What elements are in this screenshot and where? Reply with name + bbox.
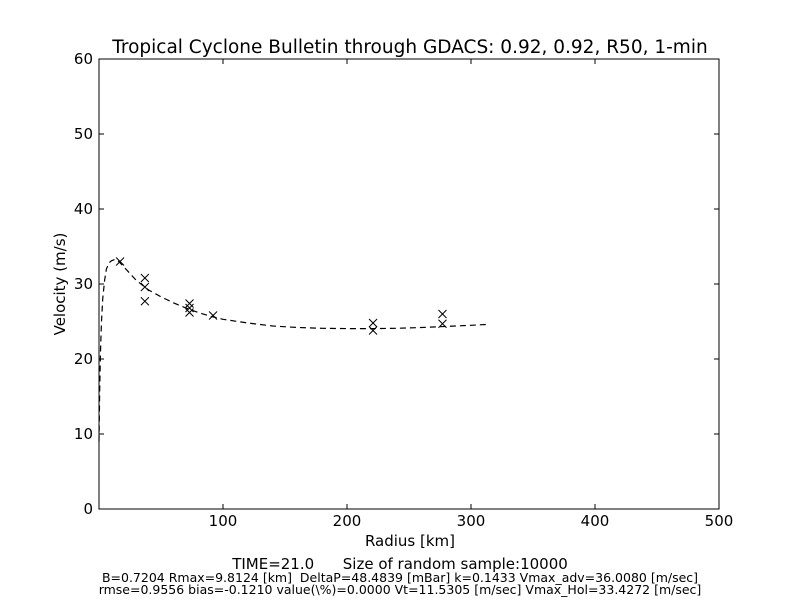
fit-curve	[98, 258, 486, 442]
y-tick-label: 50	[74, 125, 93, 143]
data-point	[368, 326, 378, 335]
y-tick-label: 10	[74, 425, 93, 443]
data-point	[185, 303, 194, 313]
x-tick-label: 200	[333, 512, 362, 530]
x-tick-label: 400	[581, 512, 610, 530]
data-point	[368, 318, 378, 328]
y-axis-label: Velocity (m/s)	[51, 233, 69, 336]
x-tick-label: 100	[209, 512, 238, 530]
caption-parameters: B=0.7204 Rmax=9.8124 [km] DeltaP=48.4839…	[101, 570, 699, 585]
x-tick-label: 500	[705, 512, 734, 530]
data-points-layer	[115, 257, 447, 335]
data-point	[115, 257, 125, 266]
y-tick-label: 0	[83, 500, 93, 518]
x-axis-label: Radius [km]	[365, 532, 455, 550]
data-point	[185, 308, 194, 317]
y-tick-label: 20	[74, 350, 93, 368]
caption-statistics: rmse=0.9556 bias=-0.1210 value(\%)=0.000…	[98, 582, 702, 597]
data-point	[140, 296, 150, 306]
x-tick-label: 300	[457, 512, 486, 530]
data-point	[438, 319, 447, 329]
y-tick-label: 60	[74, 50, 93, 68]
data-point	[438, 309, 447, 319]
data-point	[140, 282, 150, 292]
chart: Tropical Cyclone Bulletin through GDACS:…	[51, 37, 733, 550]
chart-title: Tropical Cyclone Bulletin through GDACS:…	[111, 37, 707, 58]
y-tick-label: 40	[74, 200, 93, 218]
caption-time-sample: TIME=21.0 Size of random sample:10000	[232, 555, 568, 573]
data-point	[140, 273, 150, 283]
plot-area-frame	[98, 58, 720, 510]
data-point	[208, 311, 218, 320]
y-tick-label: 30	[74, 275, 93, 293]
fit-curve-layer	[98, 258, 486, 442]
axis-ticks: 100 200 300 400 500 0 10 20 30 40 50 60	[74, 50, 733, 530]
data-point	[185, 299, 194, 308]
